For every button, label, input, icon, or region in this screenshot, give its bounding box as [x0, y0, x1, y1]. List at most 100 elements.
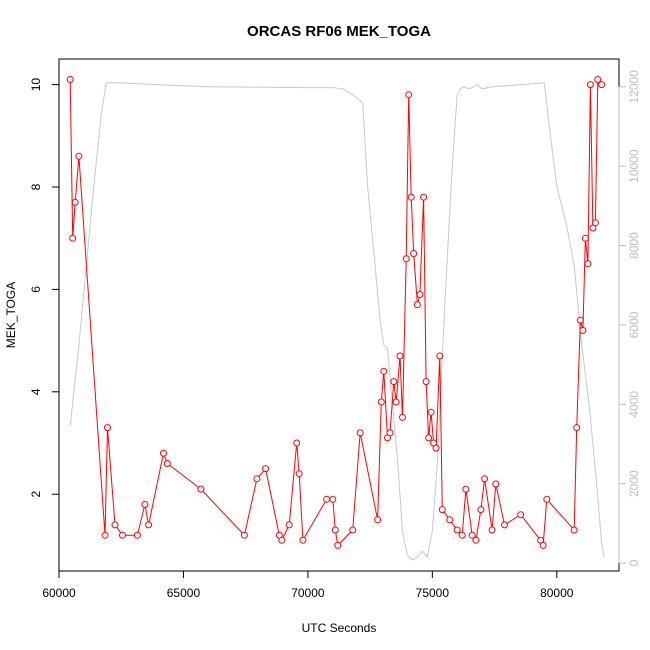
mek-point [416, 291, 424, 298]
mek-point [392, 398, 400, 406]
mek-point [453, 526, 461, 534]
mek-point [468, 531, 476, 539]
y2-tick-label: 10000 [627, 149, 641, 183]
mek-point [501, 521, 508, 529]
mek-series [66, 76, 606, 549]
mek-point [299, 536, 307, 544]
y2-tick-label: 2000 [627, 470, 641, 497]
mek-point [197, 485, 205, 493]
mek-point [413, 301, 421, 309]
mek-point [349, 526, 357, 534]
y-axis: 2 4 6 8 10 [29, 78, 60, 498]
mek-point [262, 465, 270, 473]
x-tick-label: 60000 [42, 586, 76, 600]
y-tick-label: 8 [29, 183, 43, 190]
mek-point [66, 76, 74, 83]
mek-point [477, 506, 485, 514]
mek-point [432, 444, 440, 452]
mek-point [69, 234, 77, 242]
mek-point [240, 531, 248, 539]
mek-point [323, 495, 331, 503]
mek-point [377, 398, 385, 406]
y2-tick-label: 12000 [627, 70, 641, 104]
mek-point [293, 439, 301, 447]
mek-point [160, 449, 167, 457]
mek-point [331, 526, 339, 534]
mek-point [591, 219, 599, 227]
mek-point [399, 413, 406, 421]
y2-tick-label: 4000 [627, 391, 641, 418]
x-axis: 60000 65000 70000 75000 80000 [42, 570, 574, 600]
mek-point [405, 91, 413, 99]
y2-axis: 0 2000 4000 6000 8000 10000 12000 [618, 70, 641, 566]
x-axis-label: UTC Seconds [302, 621, 377, 635]
mek-point [390, 378, 398, 386]
mek-point [458, 531, 466, 539]
y2-tick-label: 8000 [627, 232, 641, 259]
mek-point [492, 480, 500, 488]
mek-point [402, 255, 410, 263]
x-tick-label: 65000 [167, 586, 201, 600]
y-tick-label: 4 [29, 388, 43, 395]
mek-point [570, 526, 578, 534]
mek-point [594, 76, 602, 83]
mek-point [422, 378, 430, 386]
mek-point [285, 521, 293, 529]
y2-tick-label: 0 [627, 559, 641, 566]
mek-point [420, 193, 428, 201]
altitude-series [69, 82, 605, 561]
mek-point [573, 424, 581, 432]
mek-point [407, 193, 415, 201]
mek-point [462, 485, 470, 493]
mek-point [396, 352, 404, 360]
mek-point [438, 506, 446, 514]
y-tick-label: 2 [29, 491, 43, 498]
plot-frame [58, 58, 620, 572]
mek-point [425, 434, 433, 442]
y-axis-label: MEK_TOGA [4, 282, 18, 348]
mek-point [410, 250, 418, 258]
mek-point [145, 521, 153, 529]
mek-point [133, 531, 141, 539]
mek-point [472, 536, 480, 544]
y-tick-label: 6 [29, 286, 43, 293]
mek-point [436, 352, 444, 360]
mek-point [481, 475, 489, 483]
mek-line [69, 78, 603, 548]
x-tick-label: 70000 [291, 586, 325, 600]
mek-point [586, 81, 594, 89]
y2-tick-label: 6000 [627, 311, 641, 338]
mek-point [581, 234, 589, 242]
mek-point [329, 495, 337, 503]
mek-point [101, 531, 109, 539]
mek-point [488, 526, 496, 534]
mek-point [295, 470, 303, 478]
mek-point [75, 152, 83, 160]
mek-point [446, 516, 454, 524]
mek-point [539, 541, 547, 549]
altitude-line [69, 82, 605, 561]
mek-point [598, 81, 606, 89]
x-tick-label: 80000 [540, 586, 574, 600]
mek-point [427, 408, 435, 416]
mek-point [334, 541, 342, 549]
mek-point [356, 429, 364, 437]
mek-point [543, 495, 551, 503]
mek-point [579, 326, 587, 334]
mek-point [111, 521, 119, 529]
mek-point [71, 198, 79, 206]
mek-point [386, 429, 394, 437]
mek-point [278, 536, 286, 544]
mek-point [517, 511, 525, 519]
chart-title: ORCAS RF06 MEK_TOGA [247, 23, 431, 40]
mek-point [141, 500, 149, 508]
mek-point [374, 516, 382, 524]
mek-point [119, 531, 126, 539]
mek-point [576, 316, 584, 324]
x-tick-label: 75000 [416, 586, 450, 600]
mek-point [104, 424, 111, 432]
mek-point [163, 460, 171, 467]
mek-point [380, 367, 388, 375]
mek-point [584, 260, 592, 268]
